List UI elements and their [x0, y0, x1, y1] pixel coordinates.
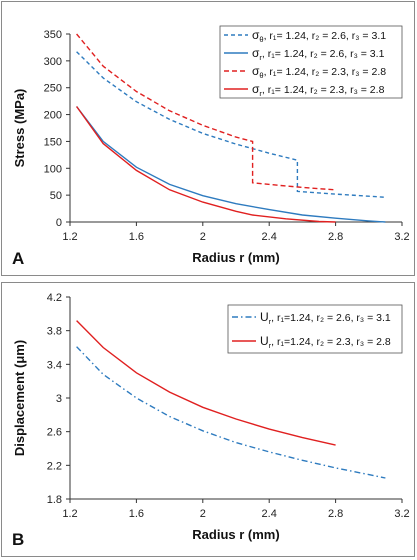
- x-tick-label: 1.2: [62, 508, 77, 520]
- legend-entry: Ur, r₁=1.24, r₂ = 2.6, r₃ = 3.1: [260, 310, 391, 326]
- x-tick-label: 2.8: [328, 231, 343, 243]
- chart-panel-a: 1.2 1.6 2 2.4 2.8 3.2 0 50 100 150 200 250 300 350 Rad…: [1, 1, 415, 276]
- y-tick-label: 2.6: [47, 427, 62, 439]
- y-axis-title: Stress (MPa): [12, 89, 27, 168]
- series-line-3: [76, 33, 336, 191]
- series-line-4: [76, 106, 336, 223]
- legend-entry: σθ, r₁= 1.24, r₂ = 2.6, r₃ = 3.1: [252, 28, 386, 44]
- legend-box: [219, 25, 403, 99]
- displacement-chart: 1.2 1.6 2 2.4 2.8 3.2 1.8 2.2 2.6 3 3.4 3.8 4.2 Radiu…: [12, 292, 410, 549]
- series-line-1: [76, 346, 386, 479]
- x-tick-label: 2.4: [262, 231, 277, 243]
- y-tick-label: 300: [44, 56, 62, 68]
- y-tick-label: 50: [50, 190, 62, 202]
- y-tick-label: 2.2: [47, 460, 62, 472]
- y-tick-label: 350: [44, 29, 62, 41]
- x-tick-label: 2: [200, 231, 206, 243]
- y-tick-label: 1.8: [47, 494, 62, 506]
- x-tick-label: 3.2: [394, 231, 409, 243]
- x-tick-label: 3.2: [394, 508, 409, 520]
- stress-chart: 1.2 1.6 2 2.4 2.8 3.2 0 50 100 150 200 250 300 350 Rad…: [12, 25, 410, 268]
- x-tick-label: 1.6: [129, 508, 144, 520]
- panel-label: A: [12, 249, 24, 268]
- y-tick-label: 3: [56, 393, 62, 405]
- x-tick-label: 2.4: [262, 508, 277, 520]
- legend-box: [227, 304, 403, 354]
- series-line-2: [76, 320, 336, 446]
- y-tick-label: 200: [44, 110, 62, 122]
- legend-entry: σr, r₁= 1.24, r₂ = 2.6, r₃ = 3.1: [252, 46, 385, 62]
- x-tick-label: 2: [200, 508, 206, 520]
- x-tick-label: 1.6: [129, 231, 144, 243]
- series-line-2: [76, 106, 386, 223]
- y-tick-label: 250: [44, 83, 62, 95]
- x-tick-label: 2.8: [328, 508, 343, 520]
- y-tick-label: 0: [56, 217, 62, 229]
- y-tick-label: 3.4: [47, 359, 62, 371]
- y-tick-label: 4.2: [47, 292, 62, 304]
- x-tick-label: 1.2: [62, 231, 77, 243]
- panel-label: B: [12, 530, 24, 549]
- x-axis-title: Radius r (mm): [192, 527, 279, 542]
- y-tick-label: 150: [44, 136, 62, 148]
- x-axis-title: Radius r (mm): [192, 250, 279, 265]
- y-tick-label: 3.8: [47, 326, 62, 338]
- y-tick-label: 100: [44, 163, 62, 175]
- y-axis-title: Displacement (μm): [12, 340, 27, 456]
- legend-entry: σθ, r₁= 1.24, r₂ = 2.3, r₃ = 2.8: [252, 64, 386, 80]
- chart-panel-b: 1.2 1.6 2 2.4 2.8 3.2 1.8 2.2 2.6 3 3.4 3.8 4.2 Radiu…: [1, 282, 415, 557]
- legend-entry: σr, r₁= 1.24, r₂ = 2.3, r₃ = 2.8: [252, 82, 385, 98]
- legend-entry: Ur, r₁=1.24, r₂ = 2.3, r₃ = 2.8: [260, 334, 391, 350]
